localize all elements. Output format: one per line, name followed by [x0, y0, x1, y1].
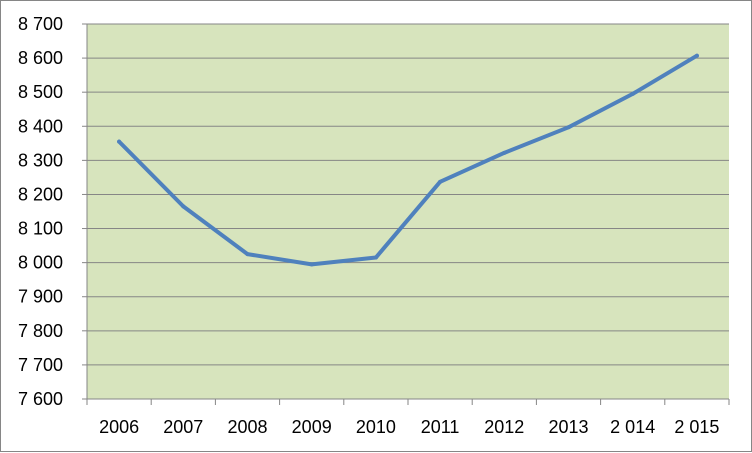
y-tick-label: 8 500	[18, 82, 63, 102]
x-axis-tick-labels: 2006 2007 2008 2009 2010 2011 2012 2013 2 014 2 0…	[86, 399, 730, 437]
y-tick-label: 7 800	[18, 321, 63, 341]
x-tick-label: 2 014	[610, 417, 655, 437]
y-tick-label: 7 900	[18, 287, 63, 307]
y-tick-label: 8 100	[18, 219, 63, 239]
y-axis-tick-labels: 7 600 7 700 7 800 7 900 8 000 8 100 8 200 8 300…	[18, 14, 87, 409]
x-tick-label: 2012	[484, 417, 524, 437]
plot-area	[87, 24, 729, 399]
data-point	[309, 262, 314, 267]
data-point	[630, 91, 635, 96]
y-tick-label: 8 000	[18, 253, 63, 273]
series-group	[117, 53, 699, 267]
y-tick-label: 8 400	[18, 116, 63, 136]
series-line	[117, 53, 699, 267]
y-tick-label: 8 300	[18, 150, 63, 170]
y-tick-label: 7 600	[18, 389, 63, 409]
gridlines	[87, 23, 729, 366]
data-point	[245, 252, 250, 257]
y-tick-label: 8 200	[18, 184, 63, 204]
y-tick-label: 8 600	[18, 48, 63, 68]
data-point	[181, 204, 186, 209]
x-tick-label: 2007	[163, 417, 203, 437]
y-tick-label: 8 700	[18, 14, 63, 34]
x-tick-label: 2009	[292, 417, 332, 437]
x-tick-label: 2006	[99, 417, 139, 437]
x-tick-label: 2008	[227, 417, 267, 437]
x-tick-label: 2 015	[674, 417, 719, 437]
data-point	[694, 53, 699, 58]
x-tick-label: 2010	[356, 417, 396, 437]
data-point	[117, 139, 122, 144]
y-tick-label: 7 700	[18, 355, 63, 375]
x-tick-label: 2011	[421, 417, 460, 437]
x-tick-label: 2013	[548, 417, 588, 437]
data-point	[502, 150, 507, 155]
data-point	[566, 125, 571, 130]
data-point	[373, 255, 378, 260]
data-point	[438, 179, 443, 184]
